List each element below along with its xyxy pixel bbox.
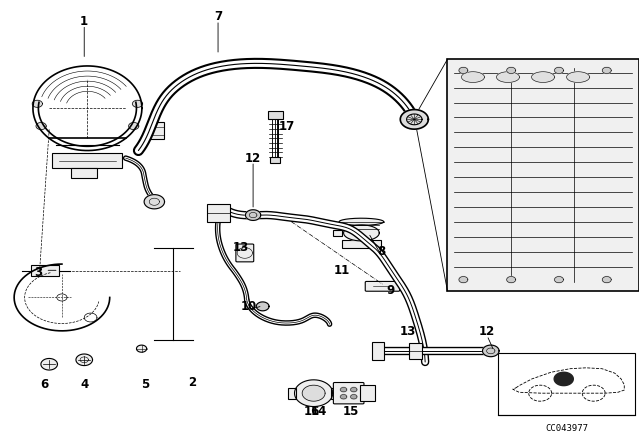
- FancyBboxPatch shape: [52, 153, 122, 168]
- Polygon shape: [351, 388, 357, 392]
- Polygon shape: [400, 110, 428, 129]
- Polygon shape: [344, 225, 380, 241]
- Text: 1: 1: [80, 15, 88, 28]
- Polygon shape: [602, 67, 611, 73]
- Polygon shape: [144, 194, 164, 209]
- Text: 9: 9: [386, 284, 394, 297]
- Text: 6: 6: [40, 378, 49, 391]
- FancyBboxPatch shape: [360, 385, 375, 401]
- Text: 11: 11: [334, 264, 351, 277]
- FancyBboxPatch shape: [236, 244, 253, 262]
- Text: CC043977: CC043977: [545, 424, 588, 433]
- FancyBboxPatch shape: [270, 157, 280, 163]
- FancyBboxPatch shape: [342, 241, 381, 249]
- Polygon shape: [554, 67, 563, 73]
- Text: 2: 2: [189, 375, 196, 388]
- Text: 12: 12: [479, 325, 495, 338]
- FancyBboxPatch shape: [333, 230, 342, 237]
- Polygon shape: [246, 210, 260, 220]
- Text: 10: 10: [241, 300, 257, 313]
- FancyBboxPatch shape: [409, 343, 422, 359]
- Text: 14: 14: [310, 405, 327, 418]
- FancyBboxPatch shape: [31, 265, 59, 276]
- FancyBboxPatch shape: [288, 388, 296, 399]
- Text: 3: 3: [35, 267, 42, 280]
- Polygon shape: [302, 385, 325, 401]
- Polygon shape: [76, 354, 93, 366]
- FancyBboxPatch shape: [207, 204, 230, 222]
- FancyBboxPatch shape: [447, 59, 639, 291]
- Polygon shape: [36, 122, 46, 129]
- Text: 13: 13: [400, 325, 416, 338]
- Polygon shape: [459, 276, 468, 283]
- Polygon shape: [256, 302, 269, 311]
- FancyBboxPatch shape: [372, 342, 384, 360]
- Polygon shape: [340, 388, 347, 392]
- FancyBboxPatch shape: [148, 122, 164, 138]
- Polygon shape: [507, 276, 516, 283]
- FancyBboxPatch shape: [268, 112, 283, 119]
- Polygon shape: [554, 372, 573, 386]
- Polygon shape: [566, 72, 589, 82]
- FancyBboxPatch shape: [365, 281, 399, 291]
- Polygon shape: [507, 67, 516, 73]
- Text: 12: 12: [245, 151, 261, 164]
- Polygon shape: [132, 100, 143, 108]
- Text: 15: 15: [342, 405, 359, 418]
- Polygon shape: [294, 380, 333, 406]
- Polygon shape: [340, 395, 347, 399]
- FancyBboxPatch shape: [333, 383, 364, 404]
- FancyBboxPatch shape: [72, 168, 97, 178]
- Polygon shape: [459, 67, 468, 73]
- Text: 5: 5: [141, 378, 149, 391]
- Text: 13: 13: [232, 241, 248, 254]
- Polygon shape: [339, 218, 384, 225]
- Polygon shape: [497, 72, 520, 82]
- Polygon shape: [532, 72, 554, 82]
- Polygon shape: [32, 100, 42, 108]
- Text: 8: 8: [377, 245, 385, 258]
- Polygon shape: [461, 72, 484, 82]
- FancyBboxPatch shape: [499, 353, 636, 415]
- Text: 16: 16: [304, 405, 321, 418]
- Text: 7: 7: [214, 10, 222, 23]
- Polygon shape: [351, 395, 357, 399]
- Polygon shape: [136, 345, 147, 352]
- Polygon shape: [41, 358, 58, 370]
- Text: 4: 4: [80, 378, 88, 391]
- FancyBboxPatch shape: [332, 388, 339, 399]
- Text: 17: 17: [279, 121, 295, 134]
- Polygon shape: [554, 276, 563, 283]
- Polygon shape: [129, 122, 139, 129]
- Polygon shape: [602, 276, 611, 283]
- Polygon shape: [483, 345, 499, 357]
